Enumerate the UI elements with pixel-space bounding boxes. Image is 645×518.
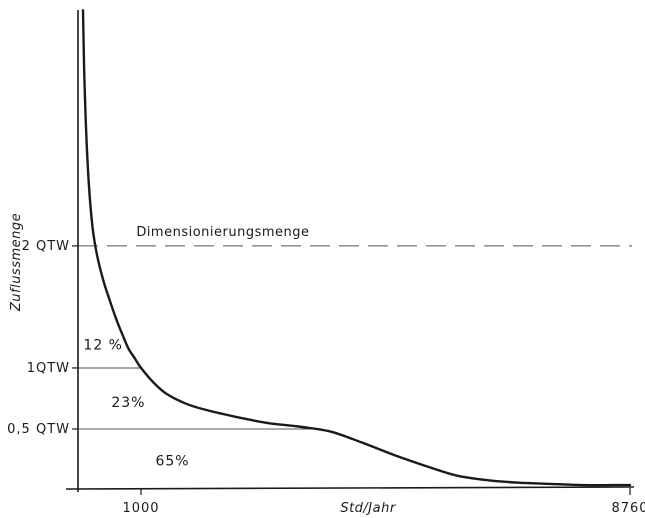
y-tick-label: 1QTW [27,361,70,376]
x-axis-title: Std/Jahr [340,501,397,516]
region-label-0: 12 % [83,338,123,354]
y-axis-title: Zuflussmenge [9,213,24,312]
reference-line-label: Dimensionierungsmenge [136,225,309,240]
x-axis [65,486,635,490]
labels: Dimensionierungsmenge 0,5 QTW 1QTW 2 QTW 100… [7,213,645,516]
y-tick-label: 2 QTW [22,239,70,254]
x-tick-label: 1000 [122,501,159,516]
curve [81,9,632,487]
region-label-1: 23% [111,395,145,411]
region-label-2: 65% [155,454,189,470]
y-tick-label: 0,5 QTW [7,422,70,437]
axes [65,10,635,495]
duration-curve [81,9,632,487]
x-tick-label: 8760 [611,501,645,516]
reference-lines [78,245,632,430]
